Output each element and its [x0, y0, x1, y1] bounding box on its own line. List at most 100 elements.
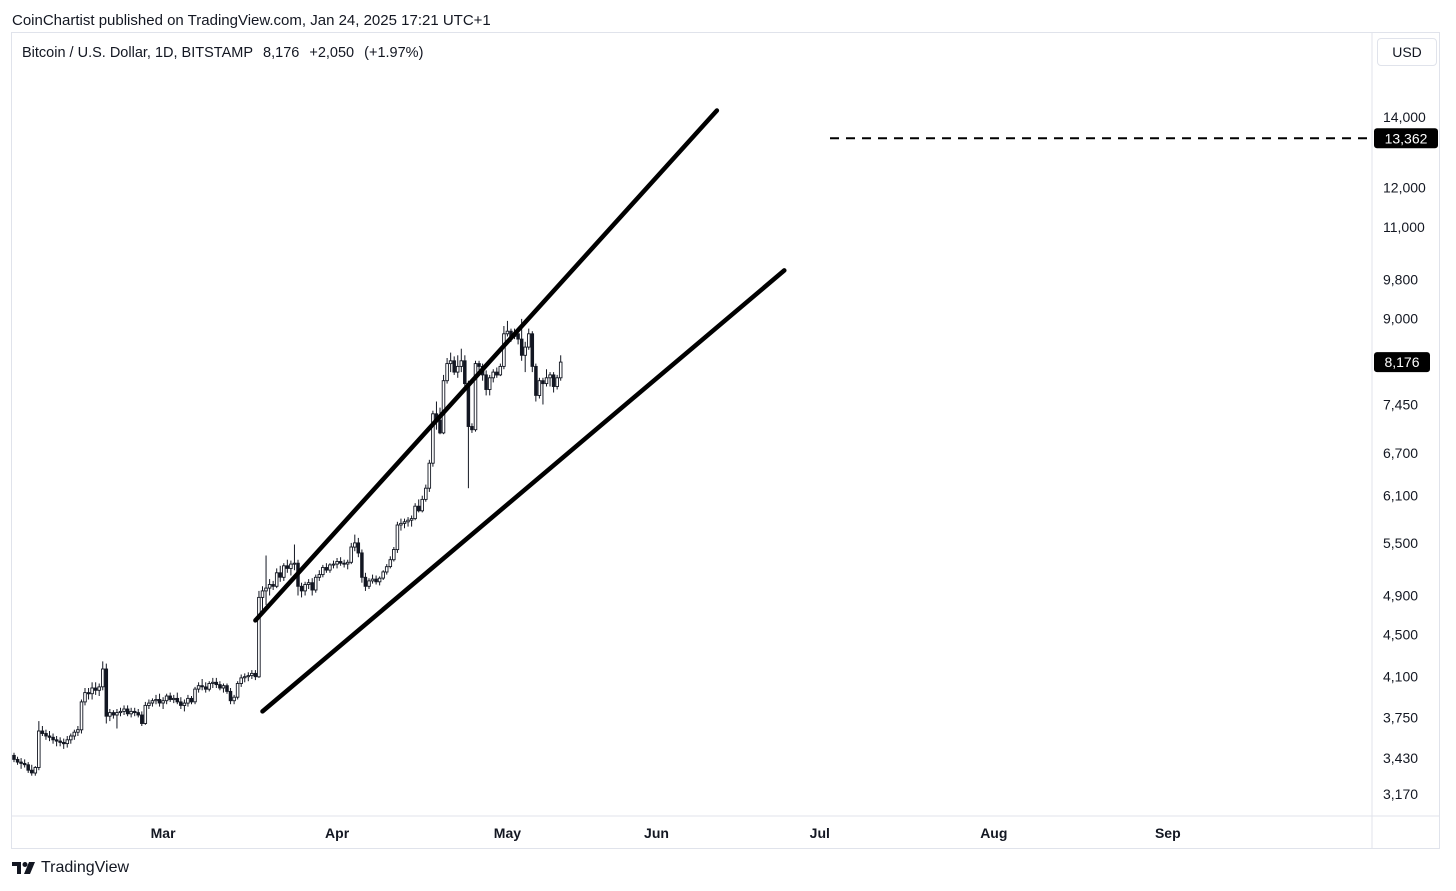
candle	[150, 698, 155, 707]
candle	[377, 576, 382, 586]
candle-body	[161, 700, 165, 704]
candle-body	[324, 567, 329, 571]
candle	[79, 699, 84, 734]
candle-body	[79, 701, 84, 731]
candle	[388, 556, 393, 569]
price-axis[interactable]: 14,000 12,000 11,000 9,800 9,000 7,450 6,700 6,…	[1383, 109, 1426, 802]
candle	[491, 369, 495, 383]
candle-body	[289, 563, 293, 569]
tradingview-brand[interactable]: TradingView	[12, 859, 129, 877]
candle-body	[388, 559, 393, 568]
candle-body	[150, 700, 155, 704]
candle-body	[381, 571, 385, 579]
candle-body	[452, 360, 456, 373]
candle	[147, 699, 151, 709]
candle-body	[441, 380, 446, 434]
candle-body	[97, 686, 101, 691]
candle	[15, 756, 20, 765]
time-tick-label: Aug	[980, 825, 1007, 841]
candle	[406, 517, 410, 527]
candle-body	[519, 338, 524, 356]
candle	[498, 363, 503, 377]
candle-body	[132, 710, 137, 714]
candle-body	[463, 360, 467, 385]
price-tick-label: 6,700	[1383, 445, 1418, 461]
candle-body	[101, 668, 105, 688]
candle-body	[345, 561, 350, 565]
channel-trendline	[253, 108, 720, 623]
candle-body	[207, 683, 211, 690]
last-price: 8,176	[263, 45, 300, 61]
candle	[367, 578, 371, 589]
candle-body	[33, 767, 38, 774]
candle	[83, 688, 87, 706]
candle	[409, 515, 414, 527]
candle-body	[246, 675, 251, 678]
candle-body	[154, 699, 158, 702]
candle-body	[118, 710, 123, 714]
candle	[274, 568, 279, 589]
candle	[211, 677, 215, 688]
candle-body	[164, 695, 169, 702]
candle-body	[232, 696, 236, 702]
candle-body	[157, 699, 162, 704]
candle-body	[86, 692, 91, 695]
candle	[58, 737, 62, 747]
candle	[37, 721, 41, 771]
candle	[47, 731, 52, 742]
candle	[466, 380, 471, 489]
candle-body	[136, 712, 140, 716]
candle-body	[530, 333, 535, 367]
candle	[452, 356, 456, 375]
candle-body	[313, 576, 318, 591]
candle-body	[416, 505, 421, 512]
candle	[44, 729, 48, 740]
candle	[473, 360, 478, 432]
candle	[324, 563, 329, 573]
candle-body	[523, 346, 527, 356]
price-tick-label: 11,000	[1383, 219, 1425, 235]
candle-body	[218, 684, 222, 689]
candle	[179, 697, 183, 709]
candle	[33, 766, 38, 776]
price-tick-label: 9,000	[1383, 310, 1418, 326]
candle-body	[239, 677, 243, 684]
candle	[431, 410, 435, 467]
candle	[530, 331, 535, 373]
candle-body	[93, 687, 98, 691]
candle	[278, 565, 282, 582]
candle-body	[182, 702, 187, 706]
candle-body	[168, 695, 172, 700]
candle-body	[90, 687, 94, 695]
candle	[303, 581, 307, 596]
candle	[101, 661, 105, 691]
candle-body	[115, 712, 119, 716]
candle	[544, 369, 549, 387]
candle	[157, 693, 162, 707]
candle	[218, 681, 222, 691]
candle	[250, 670, 254, 679]
candle-body	[235, 683, 240, 698]
candle-body	[402, 521, 407, 524]
candle-body	[228, 690, 233, 702]
candle-body	[257, 596, 261, 678]
channel-trendline	[260, 268, 787, 714]
candle-body	[253, 672, 258, 678]
time-axis[interactable]: Mar Apr May Jun Jul Aug Sep	[151, 825, 1181, 841]
candle-body	[445, 363, 449, 382]
candle-body	[129, 710, 133, 715]
candle	[86, 688, 91, 700]
candle	[299, 582, 304, 598]
candle-body	[317, 574, 322, 578]
currency-button[interactable]: USD	[1377, 38, 1437, 66]
candle	[168, 692, 172, 702]
candle-body	[484, 374, 488, 390]
candle-body	[477, 363, 481, 367]
candle	[282, 563, 286, 581]
time-tick-label: Jul	[810, 825, 830, 841]
candle	[22, 759, 27, 768]
candle-body	[299, 585, 304, 592]
candle	[104, 663, 109, 724]
candle	[69, 733, 73, 744]
